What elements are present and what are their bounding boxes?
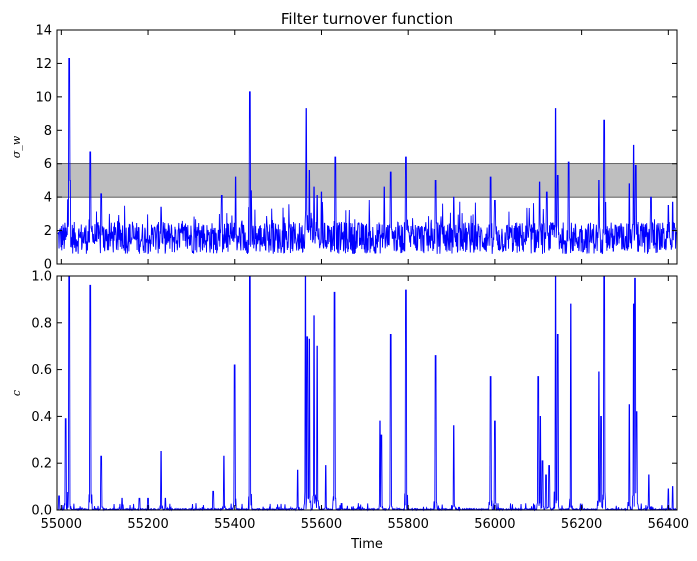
x-tick-label: 56400 <box>648 517 689 532</box>
y-tick-label: 8 <box>44 124 52 139</box>
y-tick-label: 2 <box>44 224 52 239</box>
x-tick-label: 55800 <box>388 517 429 532</box>
y-tick-label: 12 <box>35 57 52 72</box>
x-tick-label: 55400 <box>214 517 255 532</box>
x-tick-label: 55000 <box>41 517 82 532</box>
y-tick-label: 1.0 <box>31 270 52 285</box>
chart-title: Filter turnover function <box>281 10 453 28</box>
x-tick-label: 56000 <box>474 517 515 532</box>
y-tick-label: 0.6 <box>31 363 52 378</box>
c-series-line <box>57 275 677 512</box>
x-tick-label: 55600 <box>301 517 342 532</box>
x-tick-label: 56200 <box>561 517 602 532</box>
time-x-axis: 55000 55200 55400 55600 55800 56000 56200 56400 <box>41 517 689 532</box>
c-plot-frame <box>56 275 678 511</box>
sigma-panel: 0 2 4 6 8 10 12 14 σ_w <box>10 24 678 273</box>
y-tick-label: 14 <box>35 24 52 39</box>
sigma-plot-frame <box>56 29 678 265</box>
x-axis-label: Time <box>350 537 383 552</box>
y-tick-label: 0.0 <box>31 504 52 519</box>
y-tick-label: 0 <box>44 258 52 273</box>
y-tick-label: 0.2 <box>31 457 52 472</box>
y-tick-label: 4 <box>44 191 52 206</box>
sigma-y-axis-label: σ_w <box>10 135 23 158</box>
sigma-series-line <box>57 57 677 255</box>
x-tick-label: 55200 <box>127 517 168 532</box>
c-y-axis: 0.0 0.2 0.4 0.6 0.8 1.0 <box>31 270 677 519</box>
y-tick-label: 0.8 <box>31 316 52 331</box>
sigma-y-axis: 0 2 4 6 8 10 12 14 <box>35 24 677 273</box>
threshold-band <box>56 163 678 198</box>
y-tick-label: 10 <box>35 90 52 105</box>
c-y-axis-label: c <box>10 390 23 396</box>
y-tick-label: 6 <box>44 157 52 172</box>
c-panel: 0.00.20.40.60.81.0 55000 55200 55400 55600 5… <box>10 270 689 533</box>
y-tick-label: 0.4 <box>31 410 52 425</box>
